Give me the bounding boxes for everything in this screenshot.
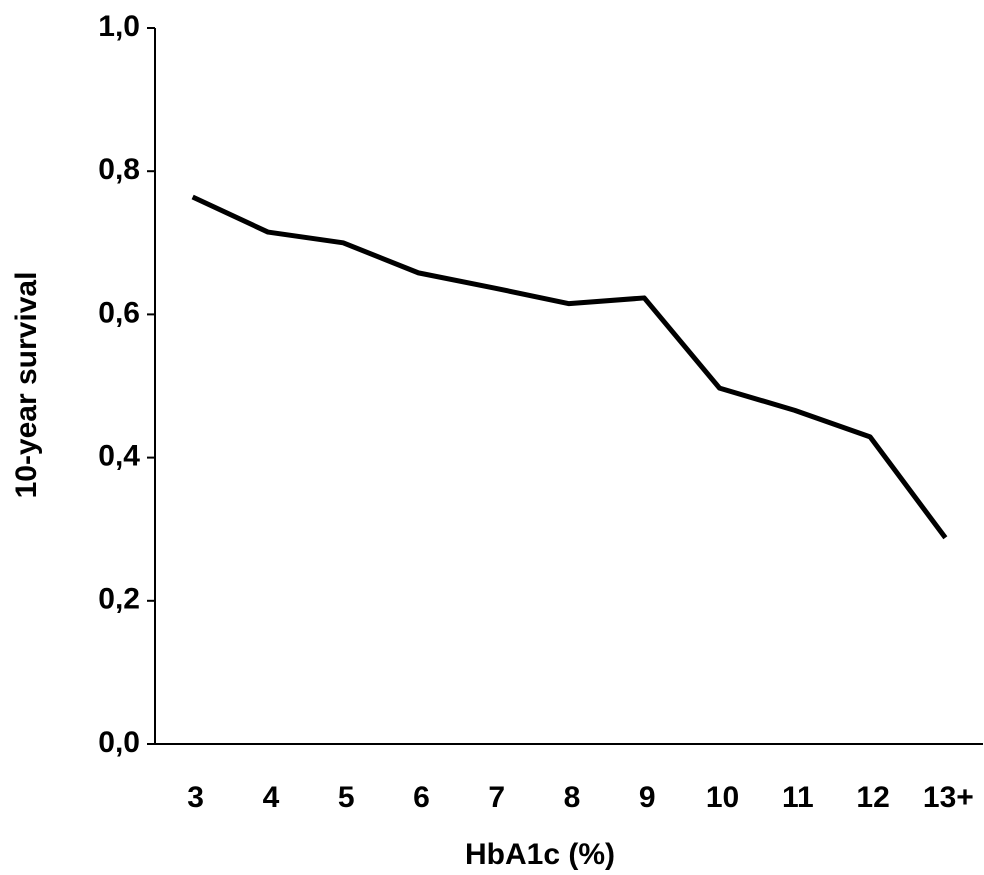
x-tick-label: 12: [856, 781, 889, 814]
y-tick-label: 1,0: [98, 10, 140, 43]
x-tick-label: 4: [263, 781, 280, 814]
x-tick-label: 7: [488, 781, 505, 814]
x-tick-label: 8: [564, 781, 581, 814]
x-tick-label: 9: [639, 781, 656, 814]
x-axis-label: HbA1c (%): [465, 838, 615, 871]
y-tick-label: 0,4: [98, 440, 140, 473]
x-tick-label: 13+: [923, 781, 974, 814]
line-series: [191, 194, 948, 540]
y-axis-label: 10-year survival: [10, 272, 43, 499]
x-tick-label: 6: [413, 781, 430, 814]
y-tick-label: 0,6: [98, 296, 140, 329]
y-tick-label: 0,8: [98, 153, 140, 186]
x-tick-label: 10: [706, 781, 739, 814]
y-tick-label: 0,2: [98, 583, 140, 616]
y-tick-label: 0,0: [98, 726, 140, 759]
x-tick-label: 11: [782, 781, 814, 814]
x-tick-label: 3: [187, 781, 204, 814]
x-tick-label: 5: [338, 781, 355, 814]
